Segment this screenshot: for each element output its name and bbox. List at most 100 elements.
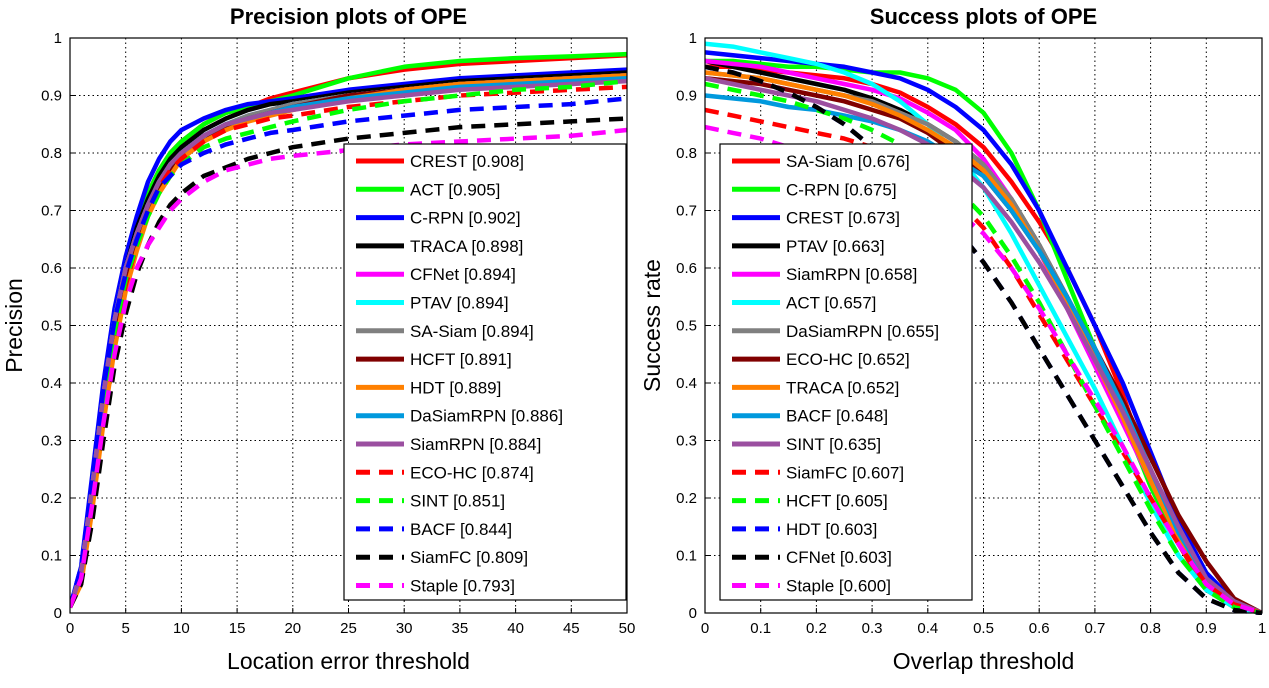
success-legend-label: HDT [0.603]	[786, 520, 877, 539]
precision-legend-label: ACT [0.905]	[410, 180, 500, 199]
precision-legend-label: DaSiamRPN [0.886]	[410, 407, 563, 426]
success-legend-label: BACF [0.648]	[786, 407, 888, 426]
success-y-tick-label: 1	[689, 30, 697, 47]
precision-y-tick-label: 0.4	[41, 375, 62, 392]
precision-x-tick-label: 5	[122, 620, 130, 637]
success-x-tick-label: 0.3	[862, 620, 883, 637]
precision-legend-label: ECO-HC [0.874]	[410, 463, 534, 482]
precision-legend-label: PTAV [0.894]	[410, 294, 509, 313]
success-y-tick-label: 0.2	[676, 490, 697, 507]
success-y-tick-label: 0.7	[676, 203, 697, 220]
precision-legend-label: SINT [0.851]	[410, 492, 505, 511]
success-legend-label: ACT [0.657]	[786, 294, 876, 313]
success-x-tick-label: 0.1	[750, 620, 771, 637]
success-legend-label: SiamRPN [0.658]	[786, 265, 917, 284]
success-x-tick-label: 0.4	[917, 620, 938, 637]
precision-y-tick-label: 0.3	[41, 433, 62, 450]
success-legend-label: CFNet [0.603]	[786, 548, 892, 567]
precision-axes-frame	[69, 37, 628, 614]
success-legend-label: TRACA [0.652]	[786, 378, 899, 397]
precision-x-tick-label: 30	[396, 620, 413, 637]
precision-y-tick-label: 0.8	[41, 145, 62, 162]
success-legend: SA-Siam [0.676] C-RPN [0.675] CREST [0.673…	[719, 143, 973, 601]
success-series-line	[705, 81, 1262, 615]
success-legend-label: HCFT [0.605]	[786, 492, 888, 511]
precision-y-tick-label: 0	[54, 605, 62, 622]
success-y-tick-label: 0.8	[676, 145, 697, 162]
success-x-tick-label: 0.5	[973, 620, 994, 637]
precision-y-tick-label: 1	[54, 30, 62, 47]
success-series-line	[705, 107, 1262, 615]
success-series-line	[705, 70, 1262, 615]
success-legend-label: CREST [0.673]	[786, 209, 900, 228]
precision-series-line	[70, 78, 627, 608]
success-x-tick-label: 0	[701, 620, 709, 637]
precision-legend: CREST [0.908] ACT [0.905] C-RPN [0.902] TRA…	[343, 143, 627, 601]
precision-legend-label: C-RPN [0.902]	[410, 209, 521, 228]
success-y-tick-label: 0.4	[676, 375, 697, 392]
precision-x-tick-label: 25	[340, 620, 357, 637]
precision-y-tick-label: 0.9	[41, 88, 62, 105]
success-series-line	[705, 64, 1262, 615]
precision-y-axis-label: Precision	[1, 278, 27, 373]
success-legend-label: ECO-HC [0.652]	[786, 350, 910, 369]
success-legend-label: C-RPN [0.675]	[786, 180, 897, 199]
success-legend-label: SINT [0.635]	[786, 435, 881, 454]
success-y-tick-label: 0.3	[676, 433, 697, 450]
success-x-tick-label: 0.6	[1029, 620, 1050, 637]
precision-series-line	[70, 116, 627, 609]
precision-legend-label: Staple [0.793]	[410, 577, 515, 596]
precision-series-group	[70, 51, 627, 609]
success-x-tick-label: 0.9	[1196, 620, 1217, 637]
success-x-tick-label: 0.7	[1084, 620, 1105, 637]
precision-x-tick-label: 35	[452, 620, 469, 637]
success-y-tick-label: 0.6	[676, 260, 697, 277]
success-legend-label: Staple [0.600]	[786, 577, 891, 596]
success-y-tick-label: 0	[689, 605, 697, 622]
success-legend-label: SiamFC [0.607]	[786, 463, 904, 482]
precision-y-tick-label: 0.7	[41, 203, 62, 220]
precision-x-axis-label: Location error threshold	[227, 648, 470, 674]
precision-legend-label: HDT [0.889]	[410, 378, 501, 397]
precision-legend-label: HCFT [0.891]	[410, 350, 512, 369]
precision-chart: 0 5 10 15 20 25 30 35 40 45 50 0 0.1 0.2 0.3 0.4 0.5 0.6 0…	[1, 4, 635, 674]
precision-legend-label: CFNet [0.894]	[410, 265, 516, 284]
success-y-axis-label: Success rate	[639, 259, 665, 392]
precision-legend-label: TRACA [0.898]	[410, 237, 523, 256]
success-x-axis-label: Overlap threshold	[893, 648, 1075, 674]
precision-x-tick-label: 40	[507, 620, 524, 637]
success-x-tick-label: 0.2	[806, 620, 827, 637]
precision-title: Precision plots of OPE	[230, 4, 467, 29]
success-series-group	[705, 41, 1262, 615]
precision-x-tick-label: 0	[66, 620, 74, 637]
precision-legend-label: SiamFC [0.809]	[410, 548, 528, 567]
precision-x-tick-label: 15	[229, 620, 246, 637]
success-title: Success plots of OPE	[870, 4, 1097, 29]
success-axes-frame	[704, 37, 1263, 614]
precision-y-tick-label: 0.5	[41, 318, 62, 335]
precision-legend-label: SiamRPN [0.884]	[410, 435, 541, 454]
precision-series-line	[70, 73, 627, 609]
success-y-tick-label: 0.1	[676, 548, 697, 565]
success-legend-label: DaSiamRPN [0.655]	[786, 322, 939, 341]
precision-legend-label: CREST [0.908]	[410, 152, 524, 171]
precision-x-tick-label: 45	[563, 620, 580, 637]
success-legend-label: PTAV [0.663]	[786, 237, 885, 256]
precision-x-tick-label: 50	[619, 620, 636, 637]
precision-legend-label: BACF [0.844]	[410, 520, 512, 539]
precision-series-line	[70, 127, 627, 609]
success-x-tick-label: 0.8	[1140, 620, 1161, 637]
precision-legend-label: SA-Siam [0.894]	[410, 322, 534, 341]
precision-series-line	[70, 96, 627, 608]
precision-y-tick-label: 0.1	[41, 548, 62, 565]
success-x-tick-label: 1	[1258, 620, 1266, 637]
success-chart: 0 0.1 0.2 0.3 0.4 0.5 0.6 0.7 0.8 0.9 1 0 0.1 0.2 0.3 0…	[639, 4, 1266, 674]
precision-y-tick-label: 0.6	[41, 260, 62, 277]
precision-y-tick-label: 0.2	[41, 490, 62, 507]
precision-x-tick-label: 10	[173, 620, 190, 637]
precision-x-tick-label: 20	[284, 620, 301, 637]
success-legend-label: SA-Siam [0.676]	[786, 152, 910, 171]
success-y-tick-label: 0.5	[676, 318, 697, 335]
success-y-tick-label: 0.9	[676, 88, 697, 105]
